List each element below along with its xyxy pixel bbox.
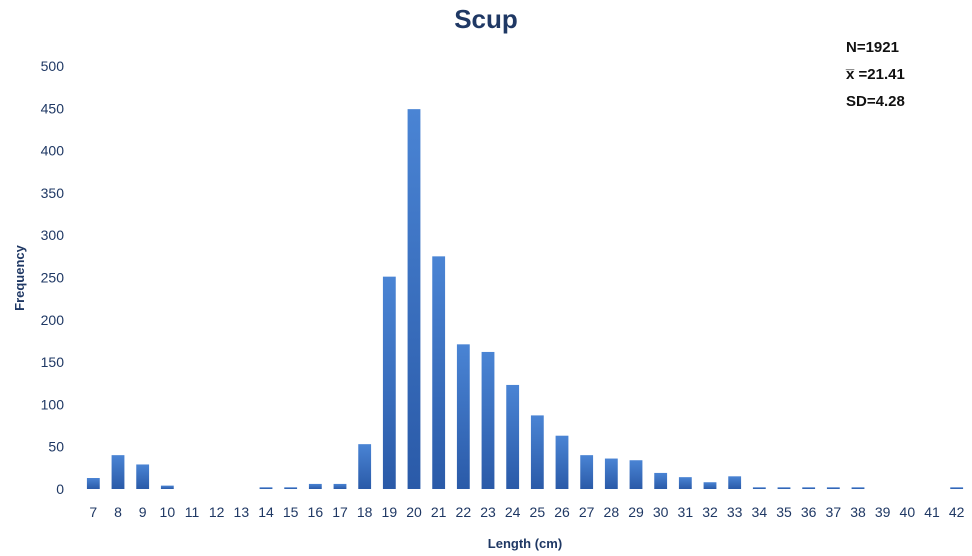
bar-33 [728, 476, 742, 489]
y-tick-label: 400 [41, 143, 65, 159]
x-tick-label: 31 [678, 504, 694, 520]
x-tick-label: 24 [505, 504, 521, 520]
bar-18 [358, 444, 372, 489]
bar-30 [654, 472, 668, 489]
x-tick-label: 40 [900, 504, 916, 520]
bar-26 [555, 435, 569, 489]
x-tick-label: 11 [185, 504, 200, 520]
bar-24 [506, 384, 520, 489]
x-tick-label: 33 [727, 504, 743, 520]
y-tick-label: 150 [41, 354, 65, 370]
x-tick-label: 32 [702, 504, 718, 520]
x-tick-label: 36 [801, 504, 817, 520]
x-tick-label: 19 [382, 504, 398, 520]
x-tick-label: 25 [530, 504, 546, 520]
x-tick-label: 14 [258, 504, 274, 520]
x-tick-label: 28 [604, 504, 620, 520]
bar-42 [950, 487, 964, 489]
bar-35 [777, 487, 791, 489]
x-tick-label: 16 [308, 504, 324, 520]
bar-17 [333, 483, 347, 489]
y-tick-label: 450 [41, 100, 65, 116]
bar-9 [136, 464, 150, 489]
bar-36 [802, 487, 816, 489]
y-tick-label: 300 [41, 227, 65, 243]
x-tick-label: 17 [332, 504, 348, 520]
bar-34 [752, 487, 766, 489]
x-tick-label: 12 [209, 504, 225, 520]
x-tick-label: 37 [826, 504, 842, 520]
chart-title: Scup [454, 4, 518, 34]
bar-14 [259, 487, 273, 489]
x-tick-label: 39 [875, 504, 891, 520]
stats-annotation: N=1921 x̅ =21.41 SD=4.28 [846, 34, 905, 115]
x-tick-label: 20 [406, 504, 422, 520]
x-tick-label: 9 [139, 504, 147, 520]
bar-21 [432, 256, 446, 489]
y-axis-label: Frequency [12, 244, 27, 311]
bar-10 [160, 485, 174, 489]
x-tick-label: 35 [776, 504, 792, 520]
bar-28 [604, 458, 618, 489]
stat-sd: SD=4.28 [846, 93, 905, 110]
bar-20 [407, 109, 421, 490]
bar-16 [308, 483, 322, 489]
y-axis: 0 50 100 150 200 250 300 350 400 450 500 [41, 58, 65, 497]
bar-29 [629, 460, 643, 489]
x-tick-label: 15 [283, 504, 299, 520]
bar-19 [382, 276, 396, 489]
bar-8 [111, 455, 125, 489]
y-tick-label: 50 [48, 439, 64, 455]
stat-n: N=1921 [846, 39, 899, 56]
x-tick-label: 13 [234, 504, 250, 520]
bar-38 [851, 487, 865, 489]
bar-23 [481, 351, 495, 489]
x-tick-label: 27 [579, 504, 595, 520]
bar-27 [580, 455, 594, 489]
x-tick-label: 26 [554, 504, 570, 520]
x-tick-label: 38 [850, 504, 866, 520]
x-tick-label: 18 [357, 504, 373, 520]
stat-mean: x̅ =21.41 [846, 66, 905, 83]
y-tick-label: 100 [41, 396, 65, 412]
bar-32 [703, 482, 717, 489]
x-tick-label: 23 [480, 504, 496, 520]
x-tick-label: 41 [924, 504, 940, 520]
bar-7 [86, 478, 100, 489]
y-tick-label: 350 [41, 185, 65, 201]
bar-37 [826, 487, 840, 489]
y-tick-label: 250 [41, 270, 65, 286]
bar-31 [678, 477, 692, 489]
bars-group [86, 109, 964, 490]
y-tick-label: 500 [41, 58, 65, 74]
bar-15 [284, 487, 298, 489]
x-tick-label: 7 [89, 504, 97, 520]
x-tick-label: 30 [653, 504, 669, 520]
y-tick-label: 0 [56, 481, 64, 497]
y-tick-label: 200 [41, 312, 65, 328]
x-tick-label: 34 [752, 504, 768, 520]
x-tick-label: 22 [456, 504, 472, 520]
x-axis: 7 8 9 10 11 12 13 14 15 16 17 18 19 20 21 22 23 24 25 26 27 2… [89, 504, 964, 520]
x-tick-label: 29 [628, 504, 644, 520]
bar-22 [456, 344, 470, 489]
x-tick-label: 8 [114, 504, 122, 520]
x-axis-label: Length (cm) [488, 536, 562, 551]
x-tick-label: 21 [431, 504, 447, 520]
x-tick-label: 10 [160, 504, 176, 520]
bar-25 [530, 415, 544, 489]
x-tick-label: 42 [949, 504, 965, 520]
